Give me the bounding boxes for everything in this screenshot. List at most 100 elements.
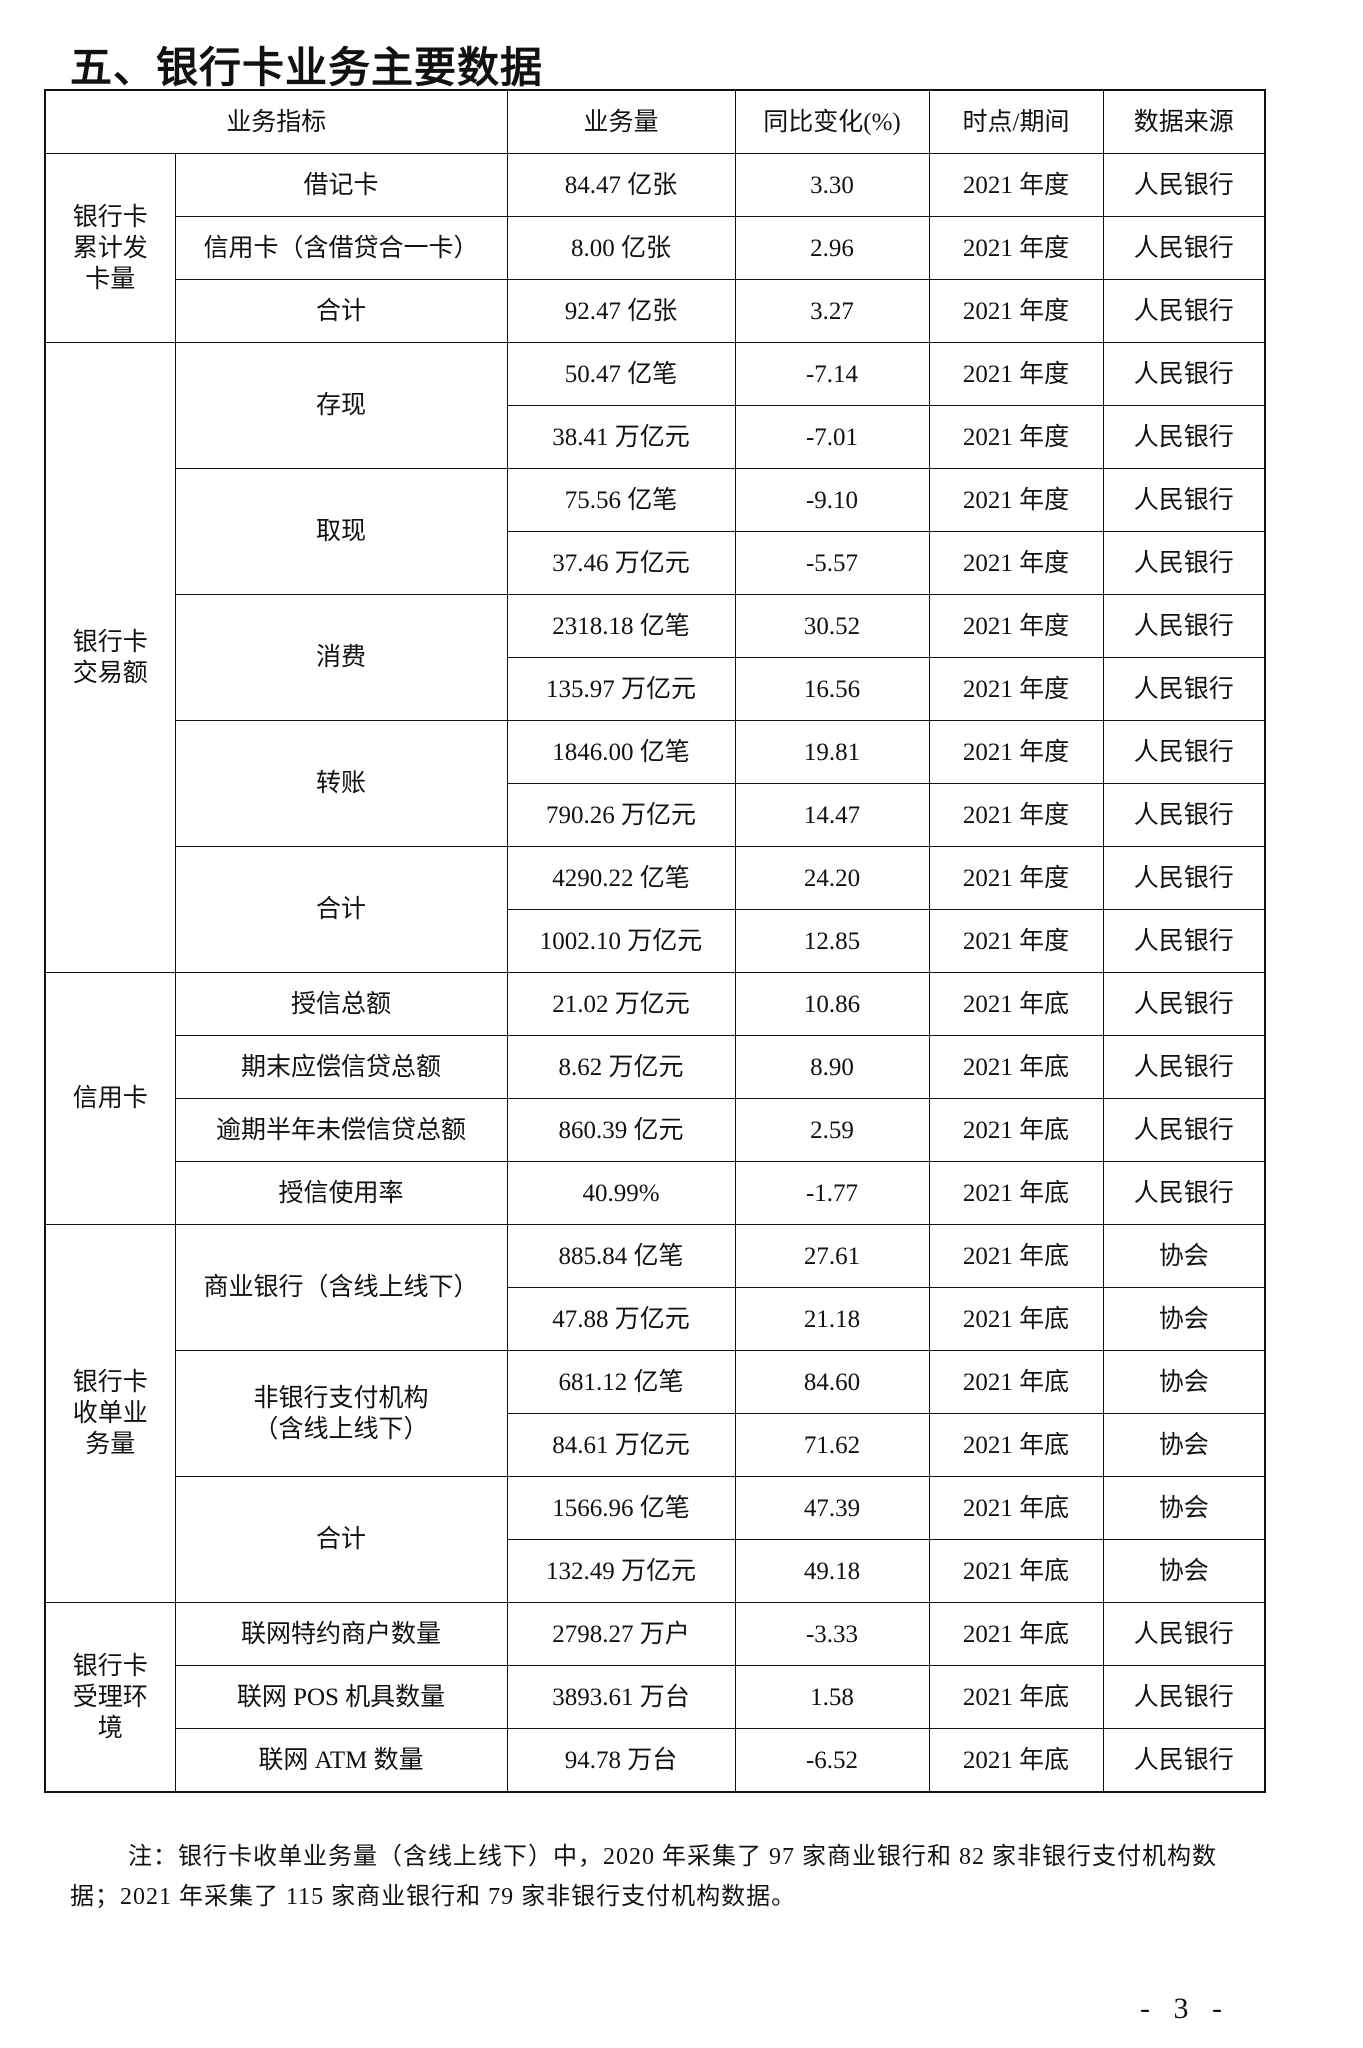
bank-card-data-table: 业务指标 业务量 同比变化(%) 时点/期间 数据来源 银行卡 累计发 卡量 借记… [44, 89, 1267, 1793]
cell-yoy-change: 2.96 [734, 216, 930, 280]
cell-yoy-change: 10.86 [734, 972, 930, 1036]
cell-volume: 75.56 亿笔 [506, 468, 736, 532]
indicator-label: 消费 [174, 594, 508, 721]
table-row: 信用卡 授信总额 21.02 万亿元 10.86 2021 年底 人民银行 [44, 972, 1266, 1225]
indicator-label: 非银行支付机构 （含线上线下） [174, 1350, 508, 1477]
cell-period: 2021 年底 [928, 1539, 1104, 1603]
group-label: 银行卡 交易额 [44, 342, 176, 973]
cell-volume: 8.00 亿张 [506, 216, 736, 280]
cell-yoy-change: 16.56 [734, 657, 930, 721]
indicator-label: 联网 ATM 数量 [174, 1728, 508, 1793]
cell-yoy-change: 84.60 [734, 1350, 930, 1414]
cell-source: 人民银行 [1102, 1728, 1266, 1793]
cell-source: 人民银行 [1102, 1602, 1266, 1666]
indicator-label: 转账 [174, 720, 508, 847]
cell-source: 人民银行 [1102, 594, 1266, 658]
cell-period: 2021 年底 [928, 1224, 1104, 1288]
cell-period: 2021 年底 [928, 1098, 1104, 1162]
cell-period: 2021 年度 [928, 783, 1104, 847]
cell-source: 人民银行 [1102, 405, 1266, 469]
cell-yoy-change: 27.61 [734, 1224, 930, 1288]
cell-period: 2021 年度 [928, 468, 1104, 532]
cell-yoy-change: 21.18 [734, 1287, 930, 1351]
cell-source: 协会 [1102, 1287, 1266, 1351]
group-label: 银行卡 收单业 务量 [44, 1224, 176, 1603]
cell-volume: 2318.18 亿笔 [506, 594, 736, 658]
cell-period: 2021 年底 [928, 1350, 1104, 1414]
section-title: 五、银行卡业务主要数据 [70, 43, 544, 92]
table-row: 合计 4290.22 亿笔 24.20 2021 年度 人民银行 [45, 846, 1266, 973]
header-yoy-change: 同比变化(%) [734, 89, 930, 154]
cell-source: 人民银行 [1102, 1161, 1266, 1225]
cell-source: 协会 [1102, 1413, 1266, 1477]
table-row: 非银行支付机构 （含线上线下） 681.12 亿笔 84.60 2021 年底 协会 [45, 1350, 1266, 1477]
table-row: 合计 92.47 亿张 3.27 2021 年度 人民银行 [45, 279, 1266, 343]
table-row: 银行卡 交易额 存现 50.47 亿笔 -7.14 2021 年度 人民银行 [44, 342, 1266, 973]
cell-yoy-change: 71.62 [734, 1413, 930, 1477]
cell-period: 2021 年底 [928, 1665, 1104, 1729]
cell-volume: 790.26 万亿元 [506, 783, 736, 847]
cell-yoy-change: 24.20 [734, 846, 930, 910]
header-volume: 业务量 [506, 89, 736, 154]
table-row: 联网 POS 机具数量 3893.61 万台 1.58 2021 年底 人民银行 [45, 1665, 1266, 1729]
cell-yoy-change: 3.27 [734, 279, 930, 343]
cell-source: 人民银行 [1102, 342, 1266, 406]
table-row: 期末应偿信贷总额 8.62 万亿元 8.90 2021 年底 人民银行 [45, 1035, 1266, 1099]
cell-source: 人民银行 [1102, 909, 1266, 973]
page-number: - 3 - [1140, 1992, 1230, 2025]
cell-volume: 3893.61 万台 [506, 1665, 736, 1729]
cell-source: 人民银行 [1102, 531, 1266, 595]
cell-period: 2021 年度 [928, 531, 1104, 595]
table-row: 132.49 万亿元 49.18 2021 年底 协会 [45, 1539, 1266, 1603]
cell-source: 协会 [1102, 1350, 1266, 1414]
cell-volume: 885.84 亿笔 [506, 1224, 736, 1288]
header-source: 数据来源 [1102, 89, 1266, 154]
table-body: 银行卡 累计发 卡量 借记卡 84.47 亿张 3.30 2021 年度 人民银行 信用卡（… [44, 153, 1266, 1793]
cell-yoy-change: -1.77 [734, 1161, 930, 1225]
cell-volume: 135.97 万亿元 [506, 657, 736, 721]
indicator-label: 联网 POS 机具数量 [174, 1665, 508, 1729]
cell-volume: 2798.27 万户 [506, 1602, 736, 1666]
table-row: 转账 1846.00 亿笔 19.81 2021 年度 人民银行 [45, 720, 1266, 847]
cell-period: 2021 年度 [928, 216, 1104, 280]
cell-yoy-change: -9.10 [734, 468, 930, 532]
cell-period: 2021 年底 [928, 972, 1104, 1036]
cell-period: 2021 年度 [928, 909, 1104, 973]
cell-yoy-change: -5.57 [734, 531, 930, 595]
cell-period: 2021 年底 [928, 1287, 1104, 1351]
footnote: 注：银行卡收单业务量（含线上线下）中，2020 年采集了 97 家商业银行和 8… [70, 1844, 1217, 1910]
cell-source: 人民银行 [1102, 153, 1266, 217]
cell-period: 2021 年底 [928, 1035, 1104, 1099]
table-row: 授信使用率 40.99% -1.77 2021 年底 人民银行 [45, 1161, 1266, 1225]
table-row: 消费 2318.18 亿笔 30.52 2021 年度 人民银行 [45, 594, 1266, 721]
cell-volume: 1846.00 亿笔 [506, 720, 736, 784]
header-indicator: 业务指标 [44, 89, 508, 154]
cell-yoy-change: -6.52 [734, 1728, 930, 1793]
table-row: 790.26 万亿元 14.47 2021 年度 人民银行 [45, 783, 1266, 847]
table-row: 银行卡 累计发 卡量 借记卡 84.47 亿张 3.30 2021 年度 人民银行 [44, 153, 1266, 343]
cell-period: 2021 年底 [928, 1413, 1104, 1477]
table-row: 联网 ATM 数量 94.78 万台 -6.52 2021 年底 人民银行 [45, 1728, 1266, 1793]
cell-volume: 8.62 万亿元 [506, 1035, 736, 1099]
indicator-label: 授信总额 [174, 972, 508, 1036]
indicator-label: 授信使用率 [174, 1161, 508, 1225]
cell-yoy-change: 47.39 [734, 1476, 930, 1540]
cell-period: 2021 年底 [928, 1476, 1104, 1540]
cell-volume: 40.99% [506, 1161, 736, 1225]
cell-volume: 94.78 万台 [506, 1728, 736, 1793]
group-label: 信用卡 [44, 972, 176, 1225]
cell-source: 人民银行 [1102, 1035, 1266, 1099]
cell-source: 人民银行 [1102, 216, 1266, 280]
cell-source: 协会 [1102, 1476, 1266, 1540]
cell-volume: 84.61 万亿元 [506, 1413, 736, 1477]
cell-period: 2021 年度 [928, 657, 1104, 721]
cell-yoy-change: 30.52 [734, 594, 930, 658]
cell-period: 2021 年度 [928, 846, 1104, 910]
cell-yoy-change: 2.59 [734, 1098, 930, 1162]
table-header-row: 业务指标 业务量 同比变化(%) 时点/期间 数据来源 [44, 89, 1266, 154]
indicator-label: 期末应偿信贷总额 [174, 1035, 508, 1099]
table-row: 合计 1566.96 亿笔 47.39 2021 年底 协会 [45, 1476, 1266, 1603]
cell-yoy-change: 1.58 [734, 1665, 930, 1729]
cell-yoy-change: 8.90 [734, 1035, 930, 1099]
cell-volume: 38.41 万亿元 [506, 405, 736, 469]
